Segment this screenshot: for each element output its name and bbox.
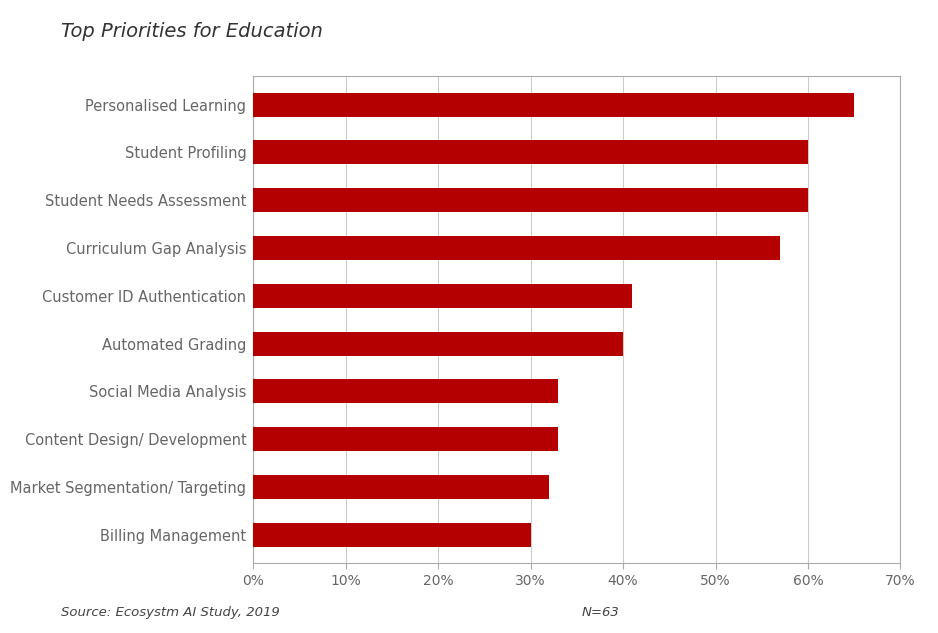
Text: N=63: N=63 <box>582 606 619 619</box>
Bar <box>253 475 549 499</box>
Bar <box>253 284 632 308</box>
Text: Top Priorities for Education: Top Priorities for Education <box>61 22 323 41</box>
Bar <box>253 236 780 260</box>
Bar <box>253 332 623 356</box>
Bar <box>253 427 558 451</box>
Bar <box>253 92 855 116</box>
Text: Source: Ecosystm AI Study, 2019: Source: Ecosystm AI Study, 2019 <box>61 606 280 619</box>
Bar <box>253 523 531 547</box>
Bar <box>253 379 558 403</box>
Bar <box>253 141 808 165</box>
Bar <box>253 188 808 212</box>
